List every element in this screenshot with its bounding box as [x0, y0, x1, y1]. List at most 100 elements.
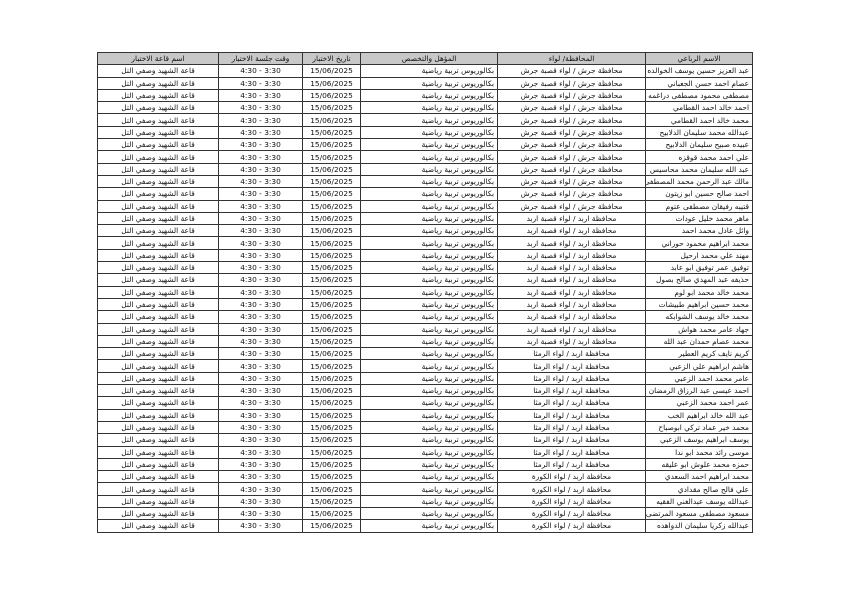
cell-time: 3:30 - 4:30	[218, 248, 303, 263]
cell-governorate: محافظة اربد / لواء الرمثا	[497, 347, 646, 361]
cell-name: محمد ابراهيم محمود حوراني	[645, 236, 753, 250]
cell-time: 3:30 - 4:30	[218, 224, 303, 238]
cell-hall: قاعة الشهيد وصفي التل	[97, 433, 219, 447]
cell-name: محمد خالد احمد القطامي	[645, 113, 753, 127]
cell-governorate: محافظة اربد / لواء قصبة اربد	[497, 261, 646, 275]
cell-name: ماهر محمد خليل عودات	[645, 211, 753, 226]
cell-qualification: بكالوريوس تربية رياضية	[360, 334, 498, 349]
cell-hall: قاعة الشهيد وصفي التل	[97, 445, 219, 459]
cell-date: 15/06/2025	[302, 64, 361, 78]
cell-governorate: محافظة جرش / لواء قصبة جرش	[497, 113, 646, 127]
cell-name: كريم نايف كريم العطير	[645, 347, 753, 361]
cell-name: مصطفى محمود مصطفى دراغمه	[645, 88, 753, 103]
cell-hall: قاعة الشهيد وصفي التل	[97, 261, 219, 275]
cell-time: 3:30 - 4:30	[218, 101, 303, 115]
cell-time: 3:30 - 4:30	[218, 285, 303, 299]
cell-time: 3:30 - 4:30	[218, 384, 303, 398]
cell-date: 15/06/2025	[302, 297, 361, 312]
cell-date: 15/06/2025	[302, 113, 361, 127]
cell-qualification: بكالوريوس تربية رياضية	[360, 101, 498, 115]
cell-time: 3:30 - 4:30	[218, 76, 303, 90]
table-row: حذيفه عبد المهدي صالح بصول محافظة اربد / …	[97, 273, 753, 287]
table-row: محمد خالد يوسف الشوابكه محافظة اربد / لوا…	[97, 310, 753, 324]
cell-date: 15/06/2025	[302, 420, 361, 435]
cell-name: مسعود مصطفى مسعود المرتضى	[645, 506, 753, 521]
cell-governorate: محافظة اربد / لواء الرمثا	[497, 457, 646, 472]
cell-qualification: بكالوريوس تربية رياضية	[360, 506, 498, 521]
header-qualification: المؤهل والتخصص	[360, 51, 498, 66]
cell-time: 3:30 - 4:30	[218, 297, 303, 312]
cell-name: احمد خالد احمد القطامي	[645, 101, 753, 115]
cell-governorate: محافظة اربد / لواء الرمثا	[497, 445, 646, 459]
cell-time: 3:30 - 4:30	[218, 506, 303, 521]
cell-qualification: بكالوريوس تربية رياضية	[360, 408, 498, 422]
cell-governorate: محافظة اربد / لواء الرمثا	[497, 433, 646, 447]
cell-hall: قاعة الشهيد وصفي التل	[97, 64, 219, 78]
cell-name: محمد عصام حمدان عبد الله	[645, 334, 753, 349]
cell-date: 15/06/2025	[302, 101, 361, 115]
cell-hall: قاعة الشهيد وصفي التل	[97, 470, 219, 484]
table-row: ماهر محمد خليل عودات محافظة اربد / لواء ق…	[97, 211, 753, 226]
cell-governorate: محافظة اربد / لواء قصبة اربد	[497, 285, 646, 299]
cell-name: عبد الله سليمان محمد محاسيس	[645, 162, 753, 176]
cell-date: 15/06/2025	[302, 76, 361, 90]
table-row: مهند علي محمد ارحيل محافظة اربد / لواء قص…	[97, 248, 753, 263]
table-row: مصطفى محمود مصطفى دراغمه محافظة جرش / لوا…	[97, 88, 753, 103]
cell-name: عمر احمد محمد الزعبي	[645, 396, 753, 410]
cell-hall: قاعة الشهيد وصفي التل	[97, 101, 219, 115]
cell-governorate: محافظة جرش / لواء قصبة جرش	[497, 88, 646, 103]
cell-name: علي فالح صالح مقدادي	[645, 482, 753, 496]
cell-qualification: بكالوريوس تربية رياضية	[360, 236, 498, 250]
cell-time: 3:30 - 4:30	[218, 174, 303, 189]
cell-hall: قاعة الشهيد وصفي التل	[97, 113, 219, 127]
table-row: كريم نايف كريم العطير محافظة اربد / لواء …	[97, 347, 753, 361]
cell-qualification: بكالوريوس تربية رياضية	[360, 371, 498, 386]
cell-date: 15/06/2025	[302, 162, 361, 176]
cell-name: يوسف ابراهيم يوسف الزعبي	[645, 433, 753, 447]
cell-hall: قاعة الشهيد وصفي التل	[97, 519, 219, 533]
cell-qualification: بكالوريوس تربية رياضية	[360, 162, 498, 176]
cell-date: 15/06/2025	[302, 470, 361, 484]
cell-qualification: بكالوريوس تربية رياضية	[360, 224, 498, 238]
cell-qualification: بكالوريوس تربية رياضية	[360, 482, 498, 496]
cell-hall: قاعة الشهيد وصفي التل	[97, 236, 219, 250]
cell-governorate: محافظة اربد / لواء الكورة	[497, 482, 646, 496]
cell-date: 15/06/2025	[302, 273, 361, 287]
cell-date: 15/06/2025	[302, 211, 361, 226]
cell-qualification: بكالوريوس تربية رياضية	[360, 347, 498, 361]
cell-qualification: بكالوريوس تربية رياضية	[360, 433, 498, 447]
table-row: عصام احمد حسن الجعباني محافظة جرش / لواء …	[97, 76, 753, 90]
cell-date: 15/06/2025	[302, 224, 361, 238]
table-row: عبيده صبيح سليمان الدلابيح محافظة جرش / ل…	[97, 138, 753, 152]
cell-name: عبيده صبيح سليمان الدلابيح	[645, 138, 753, 152]
cell-name: توفيق عمر توفيق ابو عابد	[645, 261, 753, 275]
cell-hall: قاعة الشهيد وصفي التل	[97, 457, 219, 472]
cell-name: احمد صالح حسين ابو زيتون	[645, 187, 753, 201]
cell-name: جهاد عامر محمد هواش	[645, 322, 753, 336]
table-row: قتيبه رفيقان مصطفى عتوم محافظة جرش / لواء…	[97, 199, 753, 213]
cell-time: 3:30 - 4:30	[218, 322, 303, 336]
cell-hall: قاعة الشهيد وصفي التل	[97, 371, 219, 386]
cell-qualification: بكالوريوس تربية رياضية	[360, 420, 498, 435]
table-row: عبد العزيز حسين يوسف الخوالده محافظة جرش …	[97, 64, 753, 78]
cell-time: 3:30 - 4:30	[218, 371, 303, 386]
cell-time: 3:30 - 4:30	[218, 187, 303, 201]
cell-date: 15/06/2025	[302, 187, 361, 201]
cell-date: 15/06/2025	[302, 482, 361, 496]
cell-name: عبد العزيز حسين يوسف الخوالده	[645, 64, 753, 78]
cell-name: محمد خالد محمد ابو لوم	[645, 285, 753, 299]
cell-hall: قاعة الشهيد وصفي التل	[97, 322, 219, 336]
cell-governorate: محافظة اربد / لواء قصبة اربد	[497, 224, 646, 238]
cell-name: محمد خير عماد تركي ابوصباح	[645, 420, 753, 435]
cell-governorate: محافظة اربد / لواء الرمثا	[497, 371, 646, 386]
cell-governorate: محافظة اربد / لواء الكورة	[497, 470, 646, 484]
cell-date: 15/06/2025	[302, 125, 361, 140]
cell-hall: قاعة الشهيد وصفي التل	[97, 248, 219, 263]
cell-time: 3:30 - 4:30	[218, 199, 303, 213]
cell-hall: قاعة الشهيد وصفي التل	[97, 174, 219, 189]
cell-hall: قاعة الشهيد وصفي التل	[97, 150, 219, 164]
cell-governorate: محافظة جرش / لواء قصبة جرش	[497, 64, 646, 78]
cell-qualification: بكالوريوس تربية رياضية	[360, 359, 498, 373]
cell-governorate: محافظة اربد / لواء الكورة	[497, 494, 646, 508]
cell-time: 3:30 - 4:30	[218, 457, 303, 472]
